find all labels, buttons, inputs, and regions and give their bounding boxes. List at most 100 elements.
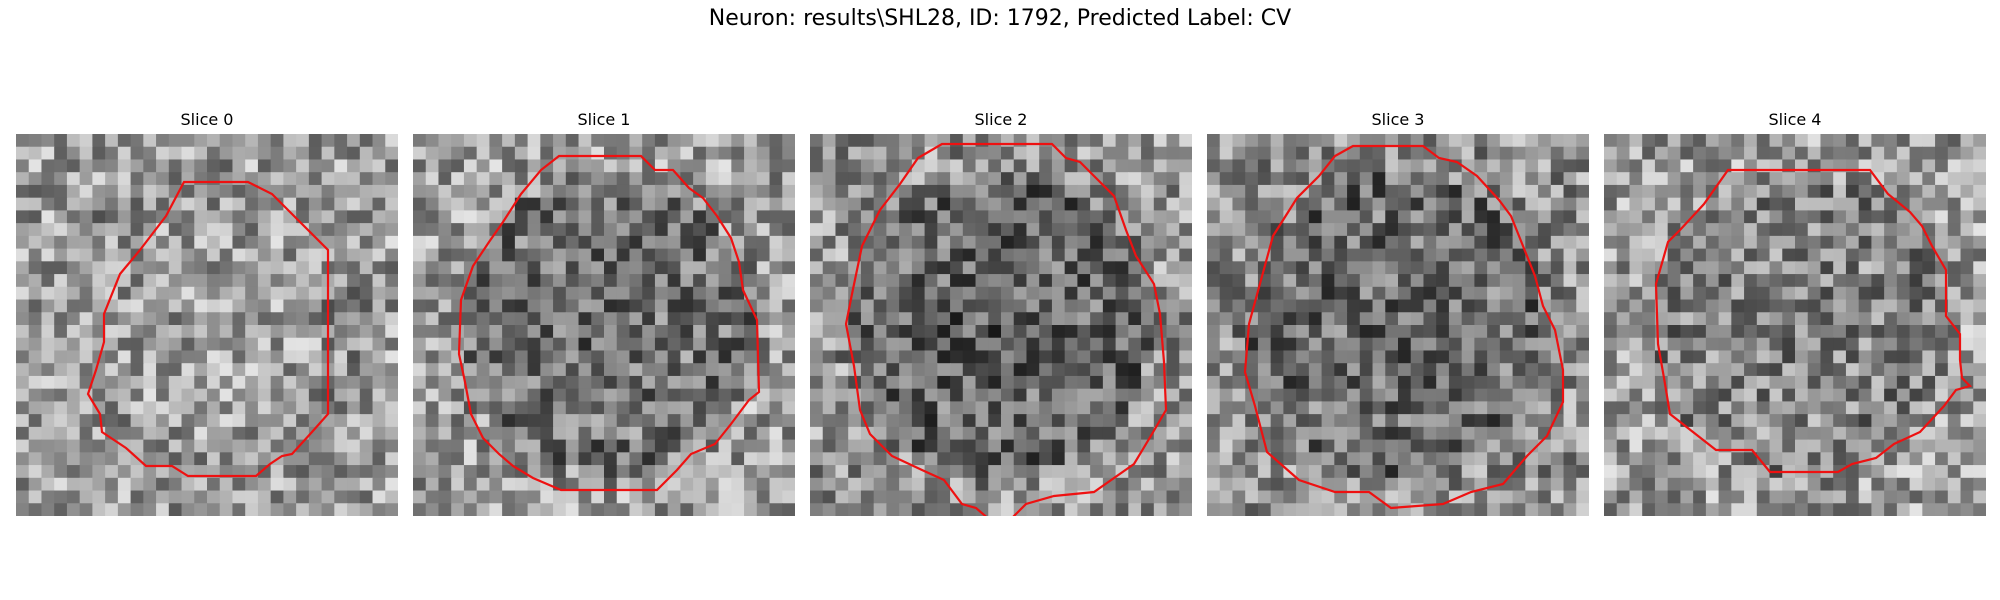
pixel-cell [617, 134, 630, 147]
pixel-cell [1795, 274, 1808, 287]
pixel-cell [1808, 261, 1821, 274]
pixel-cell [528, 440, 541, 453]
pixel-cell [693, 376, 706, 389]
pixel-cell [182, 249, 195, 262]
pixel-cell [1077, 312, 1090, 325]
pixel-cell [1026, 261, 1039, 274]
pixel-cell [744, 503, 757, 516]
pixel-cell [1423, 376, 1436, 389]
pixel-cell [719, 401, 732, 414]
pixel-cell [1525, 134, 1538, 147]
pixel-cell [848, 198, 861, 211]
pixel-cell [1948, 261, 1961, 274]
pixel-cell [16, 134, 29, 147]
pixel-cell [1436, 465, 1449, 478]
pixel-cell [1207, 414, 1220, 427]
pixel-cell [515, 376, 528, 389]
pixel-cell [1271, 491, 1284, 504]
pixel-cell [41, 198, 54, 211]
pixel-cell [706, 376, 719, 389]
pixel-cell [1731, 185, 1744, 198]
pixel-cell [16, 338, 29, 351]
pixel-cell [451, 300, 464, 313]
pixel-cell [169, 287, 182, 300]
pixel-cell [334, 465, 347, 478]
pixel-cell [1001, 274, 1014, 287]
pixel-cell [1385, 287, 1398, 300]
pixel-cell [92, 210, 105, 223]
pixel-cell [156, 185, 169, 198]
pixel-cell [1948, 159, 1961, 172]
pixel-cell [579, 401, 592, 414]
pixel-cell [207, 325, 220, 338]
pixel-cell [655, 503, 668, 516]
pixel-cell [1744, 363, 1757, 376]
pixel-cell [823, 491, 836, 504]
pixel-cell [131, 503, 144, 516]
pixel-cell [1360, 363, 1373, 376]
pixel-cell [131, 389, 144, 402]
pixel-cell [1052, 300, 1065, 313]
pixel-cell [194, 491, 207, 504]
pixel-cell [1770, 427, 1783, 440]
pixel-cell [925, 287, 938, 300]
pixel-cell [131, 350, 144, 363]
pixel-cell [1232, 134, 1245, 147]
pixel-cell [528, 223, 541, 236]
pixel-cell [1770, 338, 1783, 351]
pixel-cell [988, 185, 1001, 198]
pixel-cell [835, 300, 848, 313]
pixel-cell [1576, 236, 1589, 249]
pixel-cell [489, 491, 502, 504]
pixel-cell [1385, 223, 1398, 236]
pixel-cell [655, 147, 668, 160]
pixel-cell [1910, 389, 1923, 402]
pixel-cell [782, 185, 795, 198]
pixel-cell [1245, 363, 1258, 376]
pixel-cell [232, 491, 245, 504]
pixel-cell [92, 478, 105, 491]
pixel-cell [118, 427, 131, 440]
pixel-cell [1680, 325, 1693, 338]
pixel-cell [1014, 159, 1027, 172]
pixel-cell [1706, 414, 1719, 427]
pixel-cell [1116, 274, 1129, 287]
pixel-cell [515, 223, 528, 236]
pixel-cell [937, 325, 950, 338]
pixel-cell [848, 172, 861, 185]
pixel-cell [1897, 172, 1910, 185]
pixel-cell [1154, 210, 1167, 223]
pixel-cell [105, 223, 118, 236]
pixel-cell [67, 401, 80, 414]
pixel-cell [1513, 414, 1526, 427]
pixel-cell [1039, 159, 1052, 172]
pixel-cell [1731, 338, 1744, 351]
pixel-cell [963, 325, 976, 338]
pixel-cell [976, 350, 989, 363]
pixel-cell [1617, 401, 1630, 414]
pixel-cell [1065, 210, 1078, 223]
pixel-cell [80, 363, 93, 376]
pixel-cell [604, 249, 617, 262]
pixel-cell [706, 249, 719, 262]
pixel-cell [477, 287, 490, 300]
pixel-cell [1436, 401, 1449, 414]
pixel-cell [1693, 491, 1706, 504]
pixel-cell [451, 210, 464, 223]
pixel-cell [591, 491, 604, 504]
pixel-cell [629, 261, 642, 274]
pixel-cell [757, 452, 770, 465]
pixel-cell [1629, 261, 1642, 274]
pixel-cell [1884, 223, 1897, 236]
pixel-cell [194, 185, 207, 198]
pixel-cell [1283, 287, 1296, 300]
pixel-cell [1398, 274, 1411, 287]
pixel-cell [693, 312, 706, 325]
pixel-cell [245, 350, 258, 363]
pixel-cell [1538, 389, 1551, 402]
pixel-cell [1385, 300, 1398, 313]
pixel-cell [1922, 198, 1935, 211]
pixel-cell [258, 440, 271, 453]
pixel-cell [874, 350, 887, 363]
pixel-cell [16, 325, 29, 338]
